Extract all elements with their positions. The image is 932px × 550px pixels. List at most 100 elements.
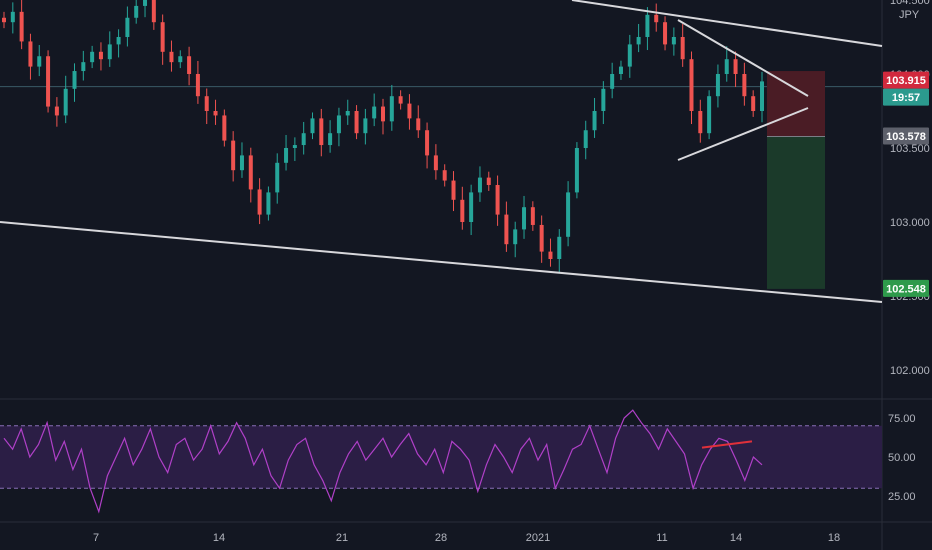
candle[interactable] — [81, 62, 86, 72]
triangle-upper-line[interactable] — [677, 19, 809, 97]
upper-channel-trendline[interactable] — [571, 0, 883, 47]
candle[interactable] — [539, 224, 544, 252]
price-tag[interactable] — [883, 279, 929, 297]
candle[interactable] — [345, 111, 350, 116]
candle[interactable] — [63, 88, 68, 116]
candle[interactable] — [513, 229, 518, 245]
candle[interactable] — [592, 111, 597, 131]
candle[interactable] — [363, 118, 368, 134]
stop-loss-zone[interactable] — [767, 71, 825, 137]
candle[interactable] — [372, 106, 377, 119]
candle[interactable] — [610, 74, 615, 89]
candle[interactable] — [733, 59, 738, 74]
candle[interactable] — [116, 37, 121, 45]
candle[interactable] — [460, 199, 465, 222]
candle[interactable] — [751, 96, 756, 111]
candle[interactable] — [19, 11, 24, 42]
candle[interactable] — [195, 74, 200, 97]
candle[interactable] — [557, 236, 562, 259]
candle[interactable] — [239, 155, 244, 171]
candle[interactable] — [689, 59, 694, 111]
candle[interactable] — [477, 177, 482, 193]
candle[interactable] — [522, 207, 527, 230]
candle[interactable] — [90, 51, 95, 63]
candle[interactable] — [627, 44, 632, 67]
candle[interactable] — [618, 66, 623, 74]
candle[interactable] — [151, 0, 156, 23]
lower-channel-trendline[interactable] — [0, 221, 883, 303]
candle[interactable] — [451, 180, 456, 200]
take-profit-zone[interactable] — [767, 136, 825, 289]
candle[interactable] — [301, 133, 306, 146]
candle[interactable] — [530, 207, 535, 225]
candle[interactable] — [292, 145, 297, 148]
candle[interactable] — [10, 11, 15, 23]
candle[interactable] — [566, 192, 571, 237]
candle[interactable] — [680, 37, 685, 60]
candle[interactable] — [495, 185, 500, 215]
candle[interactable] — [416, 118, 421, 131]
candle[interactable] — [663, 22, 668, 45]
candle[interactable] — [469, 192, 474, 222]
candle[interactable] — [601, 88, 606, 111]
candle[interactable] — [204, 96, 209, 111]
candle[interactable] — [407, 103, 412, 119]
candle[interactable] — [336, 115, 341, 134]
candle[interactable] — [742, 74, 747, 97]
candle[interactable] — [284, 148, 289, 163]
candle[interactable] — [178, 56, 183, 63]
candle[interactable] — [433, 155, 438, 171]
candle[interactable] — [389, 96, 394, 122]
candle[interactable] — [504, 214, 509, 245]
candle[interactable] — [398, 96, 403, 104]
candle[interactable] — [275, 162, 280, 193]
candle[interactable] — [222, 115, 227, 141]
rsi-line[interactable] — [3, 409, 763, 514]
candle[interactable] — [724, 59, 729, 74]
candle[interactable] — [134, 5, 139, 18]
candle[interactable] — [328, 133, 333, 146]
candle[interactable] — [574, 148, 579, 193]
candle[interactable] — [257, 189, 262, 215]
candle[interactable] — [698, 111, 703, 134]
candle[interactable] — [707, 96, 712, 134]
candle[interactable] — [319, 118, 324, 146]
candle[interactable] — [98, 51, 103, 60]
candle[interactable] — [54, 106, 59, 116]
triangle-lower-line[interactable] — [677, 107, 809, 161]
candle[interactable] — [2, 17, 6, 23]
candle[interactable] — [310, 118, 315, 134]
candle[interactable] — [354, 111, 359, 134]
candle[interactable] — [548, 251, 553, 259]
candle[interactable] — [72, 71, 77, 89]
candle[interactable] — [125, 17, 130, 37]
candle[interactable] — [187, 56, 192, 74]
candle[interactable] — [213, 111, 218, 116]
candle[interactable] — [381, 106, 385, 122]
candle[interactable] — [231, 140, 236, 171]
candle[interactable] — [442, 170, 447, 181]
candle[interactable] — [46, 56, 51, 107]
candle[interactable] — [671, 37, 676, 45]
candle[interactable] — [143, 0, 148, 6]
candle[interactable] — [583, 130, 588, 148]
price-tag[interactable] — [883, 127, 929, 145]
candle[interactable] — [654, 14, 659, 23]
candle[interactable] — [160, 22, 165, 52]
price-tag[interactable] — [883, 71, 929, 89]
candle[interactable] — [760, 81, 764, 111]
candle[interactable] — [28, 41, 33, 67]
candle[interactable] — [266, 192, 271, 215]
candle[interactable] — [715, 74, 720, 97]
candle[interactable] — [425, 130, 430, 156]
candle[interactable] — [636, 37, 641, 45]
candle[interactable] — [107, 44, 112, 60]
candle[interactable] — [169, 51, 174, 63]
price-tag[interactable] — [883, 88, 929, 106]
rsi-divergence-line[interactable] — [701, 440, 753, 449]
candle[interactable] — [486, 177, 491, 185]
candle[interactable] — [645, 14, 650, 38]
candle[interactable] — [248, 155, 253, 190]
